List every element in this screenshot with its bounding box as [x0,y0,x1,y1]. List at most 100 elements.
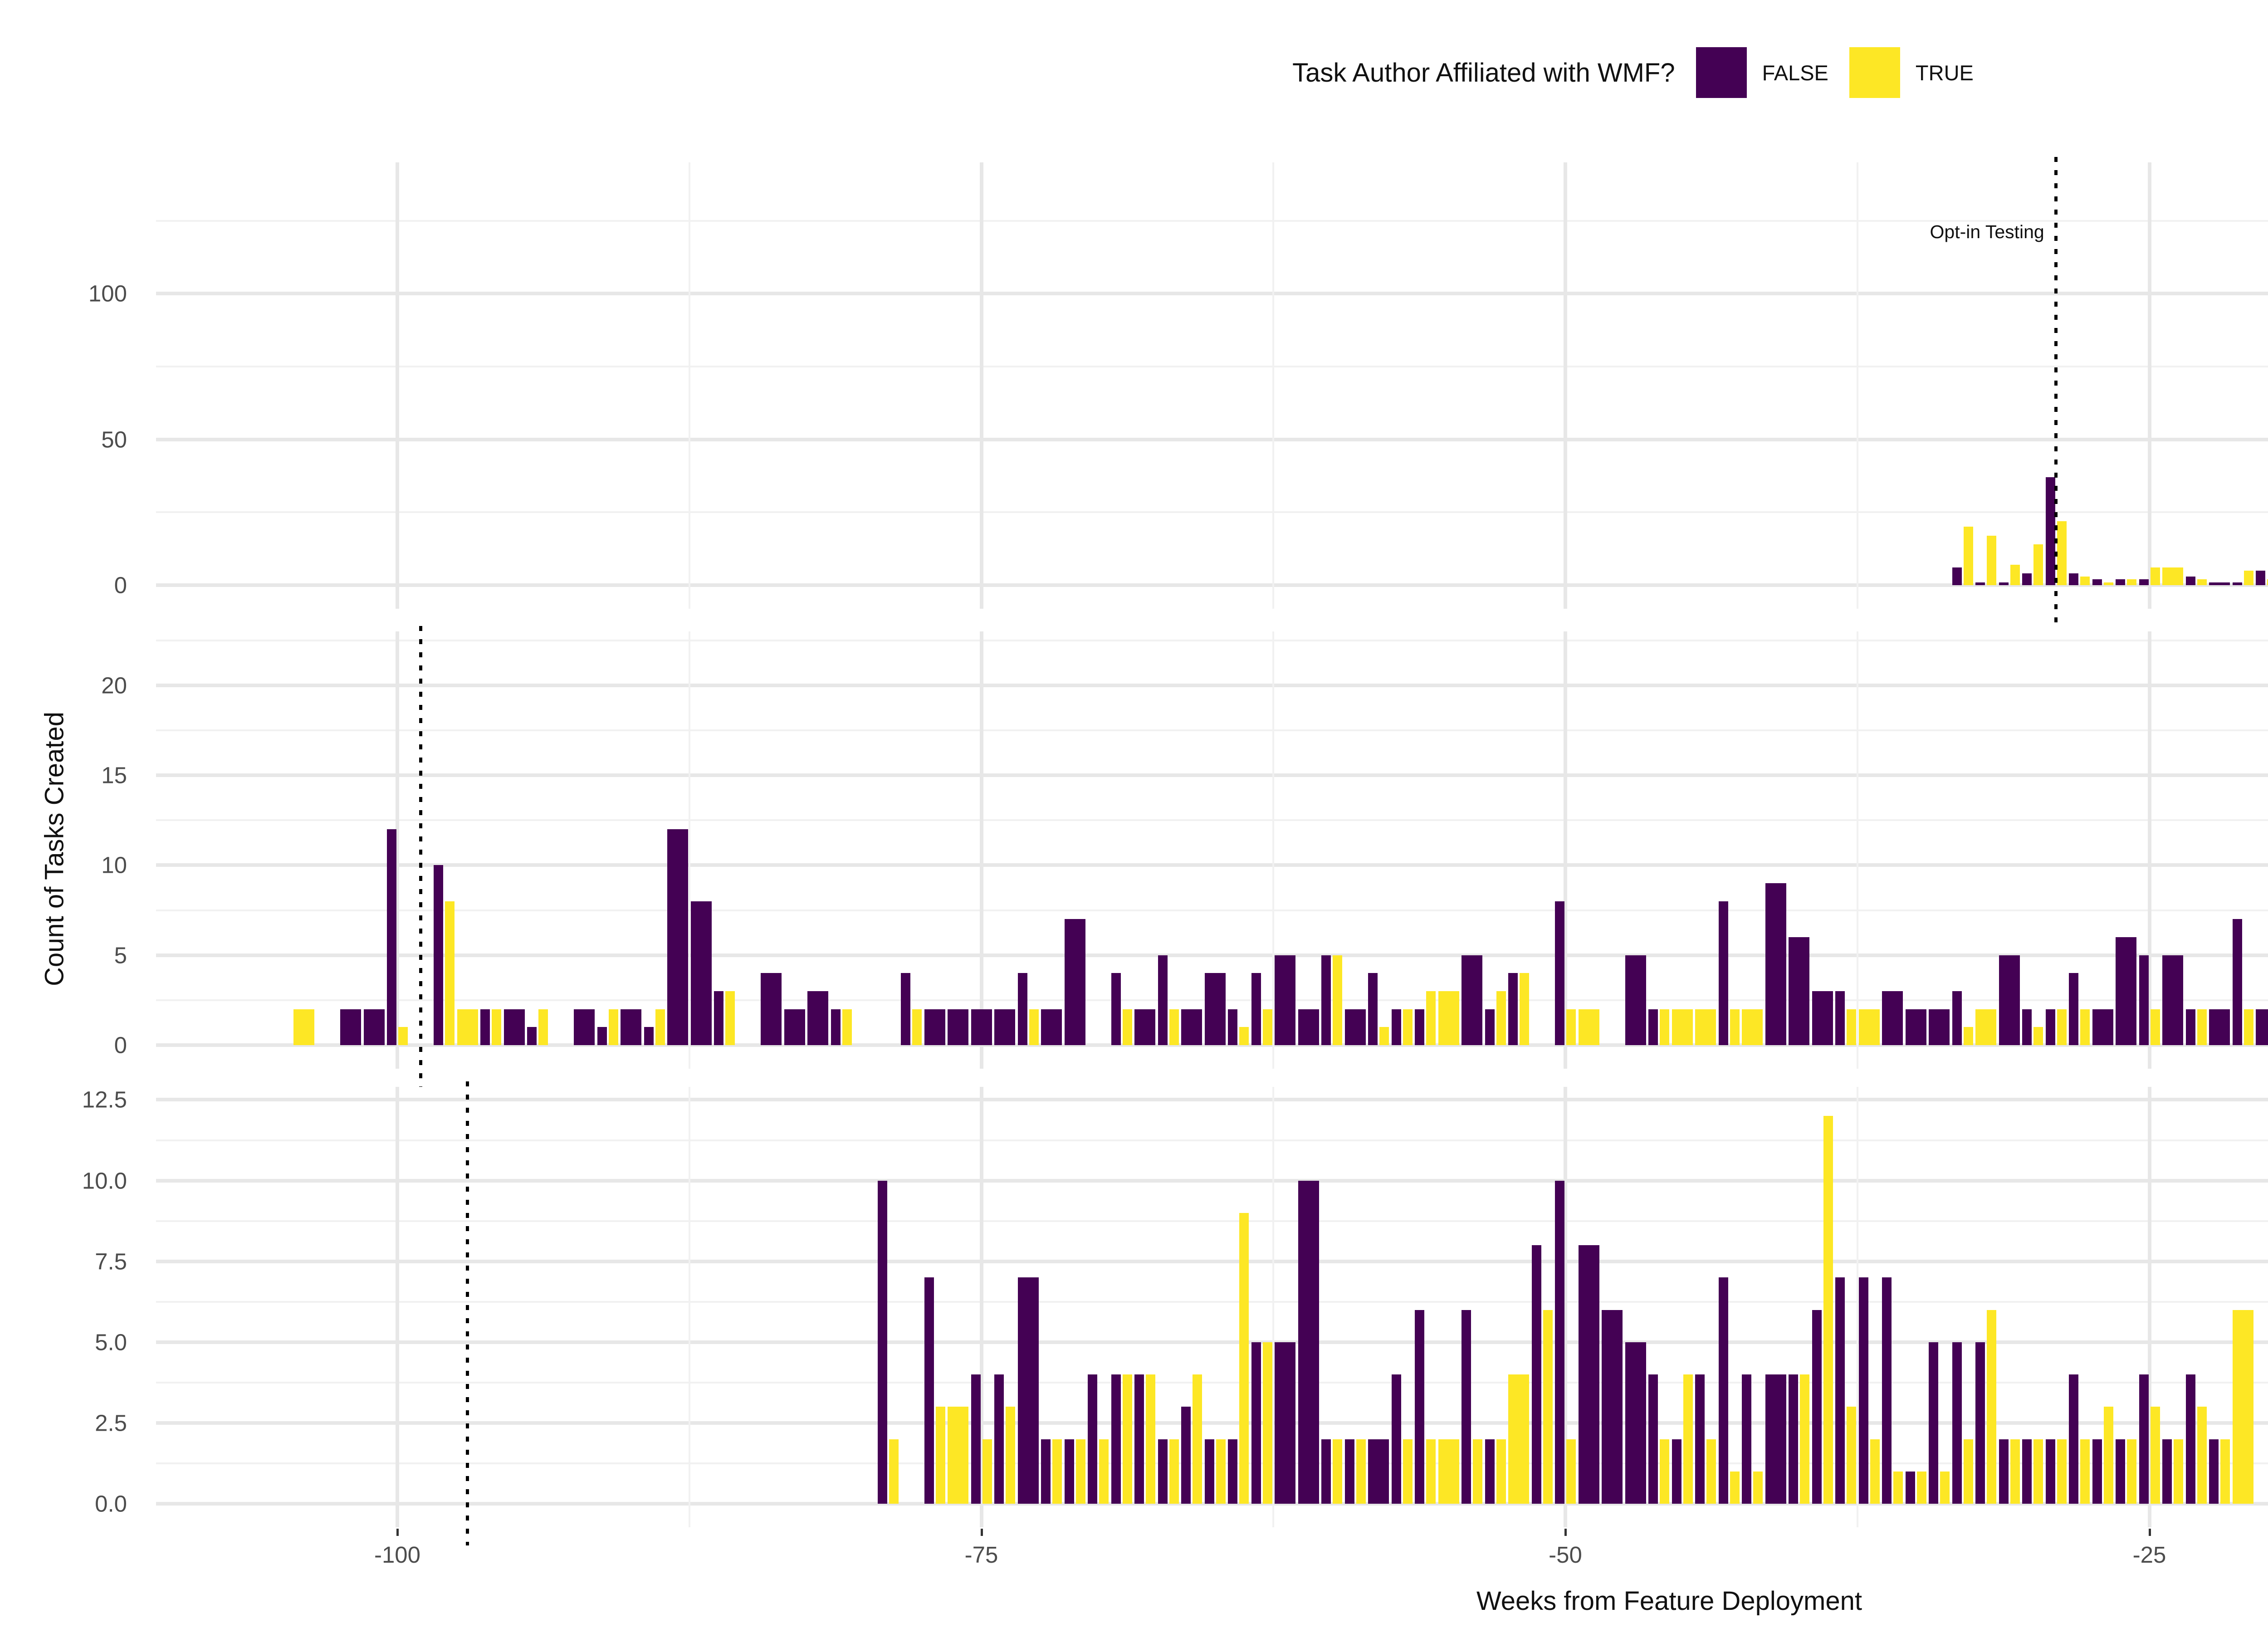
bar-true [2150,1407,2160,1504]
bar-false [2045,1009,2055,1045]
bar-true [1683,1374,1693,1504]
bar-true [1146,1374,1155,1504]
bar-false [1391,1009,1401,1045]
bar-true [1660,1439,1669,1504]
bar-false [1812,1310,1822,1504]
bar-false [1158,1439,1168,1504]
bar-true [1893,1471,1903,1504]
bar-true [2080,576,2090,585]
bar-true [2174,1439,2183,1504]
gridline-horizontal-major [156,583,2268,587]
gridline-horizontal-major [156,773,2268,777]
bar-true [1333,1439,1342,1504]
bar-false [1835,1277,1845,1504]
bar-true [1216,1439,1226,1504]
bar-true [1169,1009,1179,1045]
gridline-horizontal-major [156,1259,2268,1263]
bar-true [1660,1009,1669,1045]
bar-false [2069,573,2078,585]
bar-false [1999,582,2009,585]
bar-false [1228,1439,1237,1504]
legend-label-false: FALSE [1762,60,1828,85]
bar-true [1426,1439,1436,1504]
bar-false [994,1009,1015,1045]
gridline-vertical-minor [688,631,690,1069]
bar-true [1566,1439,1576,1504]
y-tick-label: 7.5 [95,1248,127,1275]
bar-true [1916,1471,1926,1504]
gridline-horizontal-major [156,1043,2268,1047]
gridline-vertical-major [979,1087,983,1527]
bar-true [1438,991,1459,1045]
gridline-horizontal-minor [156,220,2268,222]
bar-false [1555,901,1564,1045]
bar-false [574,1009,595,1045]
bar-true [1496,1439,1506,1504]
bar-true [1052,1439,1062,1504]
bar-true [1099,1439,1109,1504]
bar-true [1169,1439,1179,1504]
gridline-vertical-major [396,1087,399,1527]
bar-true [1963,1027,1973,1045]
bar-true [1379,1027,1389,1045]
bar-false [340,1009,361,1045]
bar-true [1987,535,1996,585]
bar-false [1134,1374,1144,1504]
bar-true [889,1439,899,1504]
bar-false [1368,1439,1389,1504]
bar-false [1952,991,1962,1045]
bar-true [398,1027,408,1045]
bar-false [597,1027,607,1045]
bar-true [2127,1439,2136,1504]
bar-false [2185,576,2195,585]
y-tick-label: 10 [101,852,127,878]
bar-false [387,829,396,1045]
bar-false [714,991,723,1045]
bar-true [2057,521,2067,585]
bar-true [1006,1407,1015,1504]
bar-true [1403,1439,1413,1504]
bar-false [971,1374,981,1504]
gridline-horizontal-minor [156,511,2268,513]
bar-false [1228,1009,1237,1045]
bar-false [1251,1342,1261,1504]
bar-true [1122,1374,1132,1504]
panel-visualeditor: Opt-in TestingOpt-out deployment [156,157,2268,627]
bar-true [1730,1471,1740,1504]
bar-false [2022,1009,2032,1045]
y-tick-label: 12.5 [82,1086,127,1113]
bar-false [1555,1180,1564,1504]
bar-true [1963,1439,1973,1504]
bar-false [1344,1009,1366,1045]
bar-false [1485,1439,1495,1504]
bar-false [1181,1407,1191,1504]
legend-title: Task Author Affiliated with WMF? [1292,58,1675,88]
bar-false [2209,582,2230,585]
bar-false [1625,1342,1646,1504]
bar-true [2162,567,2183,585]
x-axis-title: Weeks from Feature Deployment [1476,1586,1862,1616]
bar-false [1672,1439,1681,1504]
bar-false [1461,955,1482,1045]
legend-swatch-true-icon [1849,47,1900,98]
y-tick-label: 0.0 [95,1491,127,1517]
bar-false [2022,573,2032,585]
bar-false [503,1009,525,1045]
bar-true [1262,1342,1272,1504]
bar-false [1835,991,1845,1045]
x-tick-mark [2148,1529,2151,1536]
bar-false [1905,1009,1926,1045]
gridline-horizontal-minor [156,365,2268,367]
gridline-horizontal-major [156,437,2268,441]
bar-false [2139,579,2149,585]
bar-false [690,901,712,1045]
gridline-horizontal-major [156,1178,2268,1183]
gridline-vertical-minor [1856,162,1858,609]
y-tick-label: 0 [114,572,127,598]
bar-false [2139,1374,2149,1504]
y-tick-label: 0 [114,1032,127,1058]
bar-true [1847,1407,1856,1504]
bar-false [2256,1009,2268,1045]
gridline-horizontal-minor [156,819,2268,821]
bar-false [1999,1439,2009,1504]
